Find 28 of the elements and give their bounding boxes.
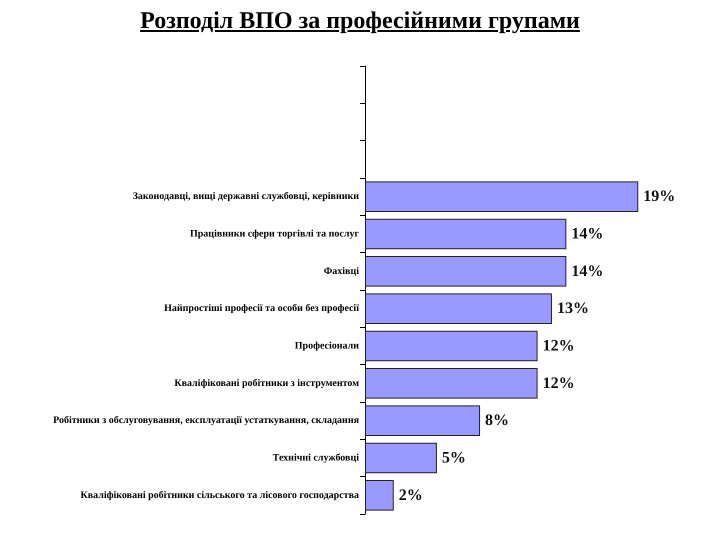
data-label: 14% bbox=[571, 226, 604, 242]
y-tick-label: Найпростіші професії та особи без професії bbox=[164, 303, 360, 314]
y-tick-label: Робітники з обслуговування, експлуатації устаткування, складання bbox=[53, 415, 360, 426]
data-label: 13% bbox=[556, 300, 589, 318]
bar bbox=[365, 218, 566, 250]
y-tick-label: Кваліфіковані робітники сільського та лісового господарства bbox=[80, 490, 359, 501]
bar bbox=[365, 405, 480, 436]
data-label: 2% bbox=[398, 486, 423, 504]
data-label: 12% bbox=[542, 374, 575, 392]
bar bbox=[365, 330, 538, 362]
y-tick-label: Технічні службовці bbox=[272, 452, 360, 464]
data-label: 8% bbox=[485, 412, 510, 430]
y-tick-label: Фахівці bbox=[324, 266, 360, 277]
y-tick-label: Кваліфіковані робітники з інструментом bbox=[174, 378, 360, 389]
chart-title: Розподіл ВПО за професійними групами bbox=[139, 8, 581, 35]
bar bbox=[365, 256, 566, 287]
bar bbox=[365, 181, 638, 212]
bar bbox=[365, 293, 552, 324]
y-tick-label: Професіонали bbox=[294, 340, 360, 352]
data-label: 14% bbox=[571, 262, 604, 280]
bar bbox=[365, 442, 437, 474]
bar bbox=[365, 480, 394, 511]
data-label: 12% bbox=[542, 338, 575, 354]
y-tick-label: Працівники сфери торгівлі та послуг bbox=[190, 228, 360, 240]
data-label: 5% bbox=[442, 450, 466, 466]
y-tick-label: Законодавці, вищі державні службовці, керівники bbox=[132, 191, 360, 202]
bar bbox=[365, 368, 538, 399]
data-label: 19% bbox=[643, 188, 676, 206]
